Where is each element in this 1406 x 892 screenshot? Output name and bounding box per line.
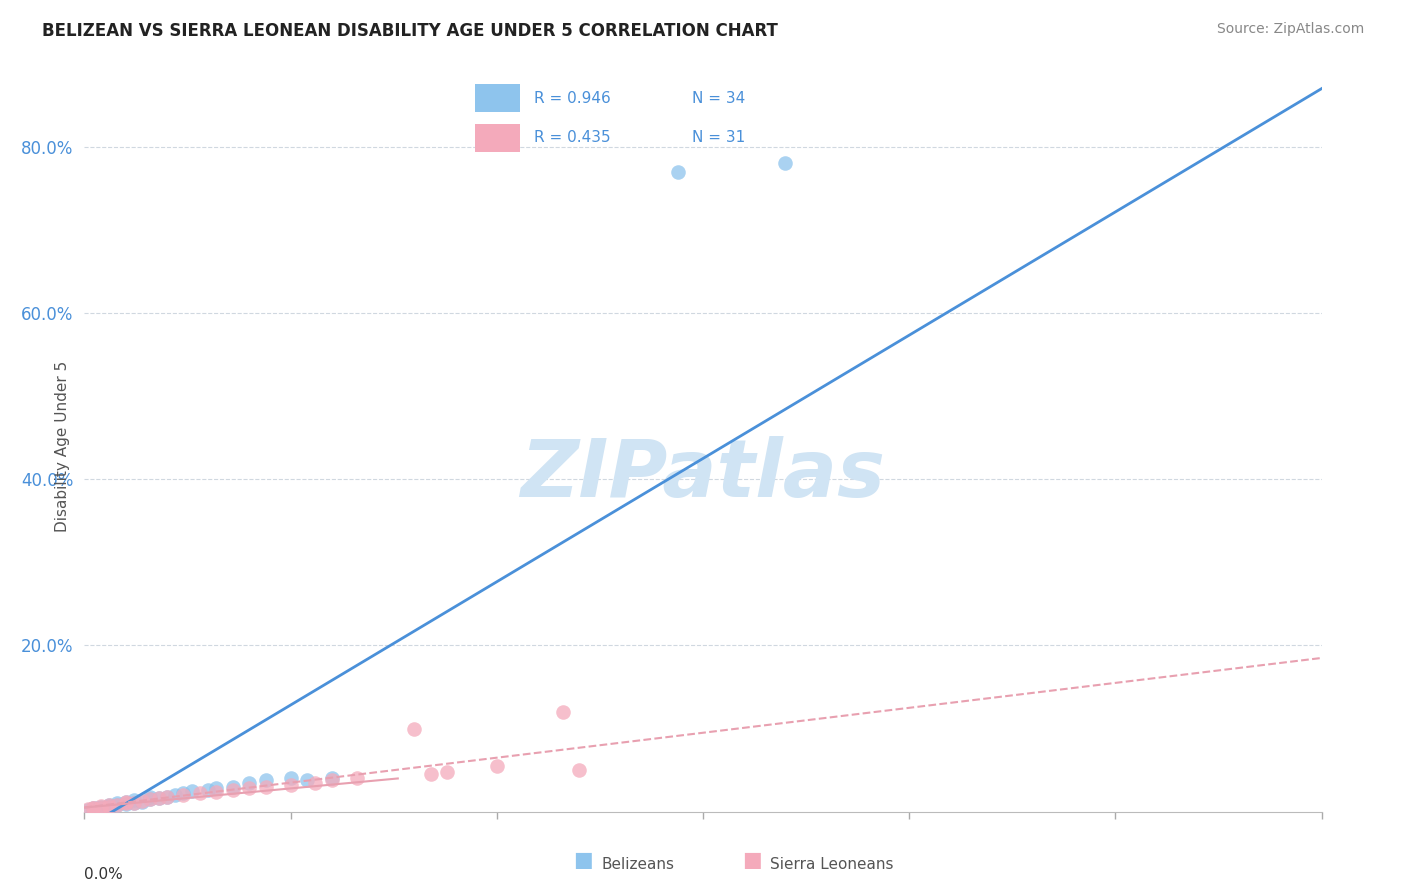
Point: [666, 164, 689, 178]
Text: BELIZEAN VS SIERRA LEONEAN DISABILITY AGE UNDER 5 CORRELATION CHART: BELIZEAN VS SIERRA LEONEAN DISABILITY AG…: [42, 22, 778, 40]
Bar: [475, 124, 520, 152]
Text: 0.0%: 0.0%: [84, 867, 124, 881]
Point: [82, 802, 104, 816]
Point: [568, 763, 591, 777]
Text: Sierra Leoneans: Sierra Leoneans: [770, 857, 894, 872]
Point: [77, 802, 100, 816]
Y-axis label: Disability Age Under 5: Disability Age Under 5: [55, 360, 70, 532]
Point: [238, 781, 260, 796]
Point: [98, 799, 121, 814]
Point: [280, 772, 302, 786]
Point: [304, 775, 326, 789]
Point: [90, 800, 112, 814]
Text: ■: ■: [742, 850, 762, 870]
Point: [188, 787, 211, 801]
Point: [165, 788, 187, 802]
Point: [98, 798, 121, 813]
Text: N = 31: N = 31: [693, 130, 745, 145]
Point: [148, 791, 170, 805]
Point: [172, 788, 194, 802]
Point: [238, 775, 260, 789]
Point: [114, 795, 136, 809]
Point: [222, 780, 245, 794]
Text: ZIPatlas: ZIPatlas: [520, 436, 886, 515]
Point: [205, 781, 228, 796]
Point: [82, 800, 104, 814]
Point: [321, 772, 343, 786]
Bar: [475, 85, 520, 112]
Point: [139, 789, 162, 804]
Point: [148, 791, 170, 805]
Text: R = 0.946: R = 0.946: [534, 91, 612, 106]
Point: [346, 772, 368, 786]
Point: [172, 787, 194, 801]
Point: [114, 797, 136, 811]
Point: [321, 773, 343, 788]
Point: [82, 801, 104, 815]
Text: Belizeans: Belizeans: [602, 857, 675, 872]
Point: [131, 794, 153, 808]
Point: [436, 764, 458, 779]
Point: [205, 785, 228, 799]
Point: [485, 759, 508, 773]
Point: [98, 798, 121, 813]
Point: [94, 800, 117, 814]
Point: [98, 799, 121, 814]
Point: [98, 798, 121, 813]
Point: [131, 795, 153, 809]
Point: [105, 798, 128, 813]
Text: N = 34: N = 34: [693, 91, 745, 106]
Point: [254, 780, 277, 794]
Point: [114, 795, 136, 809]
Point: [90, 799, 112, 814]
Point: [122, 793, 145, 807]
Point: [156, 789, 179, 804]
Point: [90, 801, 112, 815]
Point: [105, 798, 128, 813]
Point: [86, 800, 108, 814]
Point: [404, 722, 426, 736]
Point: [122, 796, 145, 810]
Point: [156, 789, 179, 804]
Point: [122, 797, 145, 811]
Point: [180, 784, 202, 798]
Point: [90, 798, 112, 813]
Point: [197, 783, 219, 797]
Point: [114, 797, 136, 812]
Text: R = 0.435: R = 0.435: [534, 130, 610, 145]
Text: Source: ZipAtlas.com: Source: ZipAtlas.com: [1216, 22, 1364, 37]
Point: [551, 705, 574, 719]
Point: [77, 803, 100, 817]
Point: [139, 792, 162, 806]
Point: [280, 778, 302, 792]
Point: [139, 792, 162, 806]
Point: [254, 773, 277, 788]
Point: [82, 801, 104, 815]
Point: [105, 797, 128, 811]
Text: ■: ■: [574, 850, 593, 870]
Point: [419, 767, 441, 781]
Point: [222, 783, 245, 797]
Point: [295, 773, 318, 788]
Point: [775, 156, 797, 170]
